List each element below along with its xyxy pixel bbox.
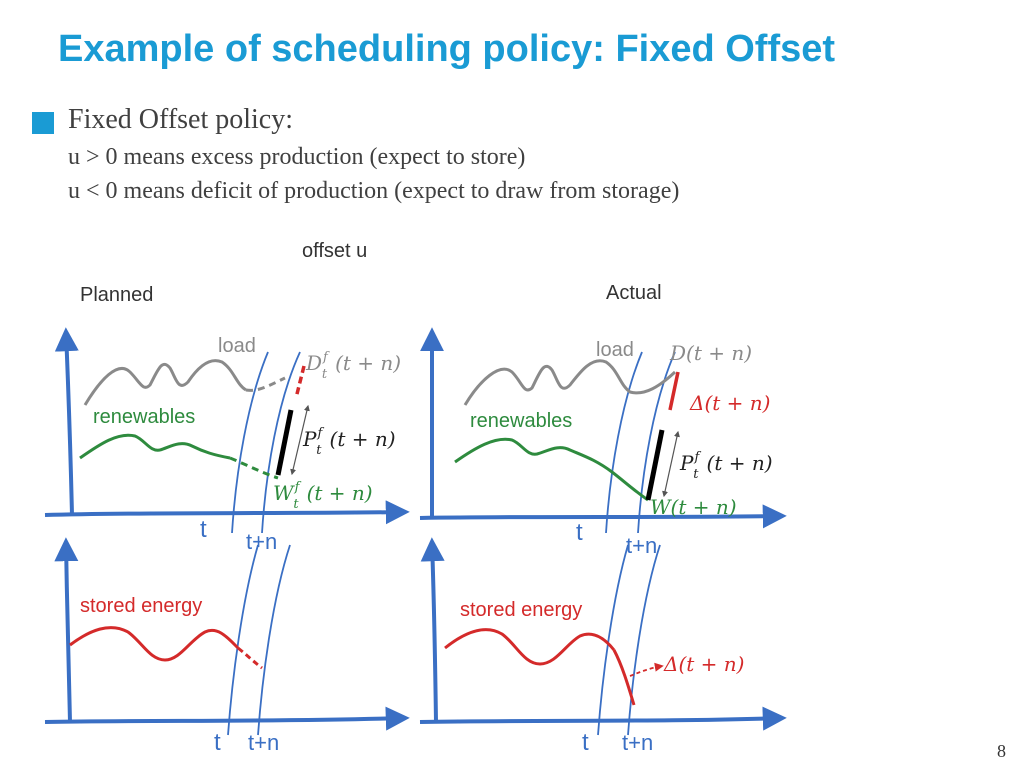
- planned-bottom-panel: [44, 537, 410, 736]
- planned-power-arrow: [290, 404, 310, 476]
- actual-top-t-line: [605, 351, 643, 534]
- bullet-heading: Fixed Offset policy:: [68, 104, 294, 135]
- planned-load-curve: [83, 359, 247, 406]
- actual-wind-label: W(t + n): [650, 495, 737, 519]
- planned-renewables-forecast: [229, 456, 279, 480]
- actual-bottom-tn-label: t+n: [622, 730, 653, 755]
- planned-heading: Planned: [80, 284, 154, 306]
- planned-top-t-label: t: [200, 516, 207, 543]
- planned-renewables-curve: [79, 433, 231, 460]
- negative-offset-line: u < 0 means deficit of production (expec…: [68, 178, 680, 204]
- actual-delta-top-label: Δ(t + n): [689, 391, 770, 415]
- actual-bottom-t-label: t: [582, 729, 589, 756]
- actual-stored-drop: [612, 649, 636, 706]
- planned-top-tn-line: [261, 351, 301, 534]
- actual-heading: Actual: [606, 282, 662, 304]
- actual-top-panel: [419, 327, 787, 534]
- actual-renewables-label: renewables: [470, 410, 572, 432]
- actual-demand-label: D(t + n): [669, 341, 752, 365]
- actual-bottom-t-line: [597, 544, 629, 736]
- actual-renewables-curve: [454, 437, 649, 502]
- planned-top-x-axis: [44, 500, 410, 525]
- planned-renewables-label: renewables: [93, 406, 195, 428]
- planned-power-bar: [275, 409, 294, 476]
- planned-top-panel: [44, 327, 410, 534]
- actual-bottom-x-axis: [419, 706, 787, 731]
- actual-power-label: Pf t (t + n): [679, 450, 773, 482]
- actual-top-x-axis: [419, 504, 787, 529]
- bullet-square-icon: [32, 112, 54, 134]
- actual-top-tn-line: [637, 351, 676, 534]
- planned-power-label: Pf t (t + n): [302, 426, 396, 458]
- actual-load-label: load: [596, 339, 634, 361]
- offset-label: offset u: [302, 240, 368, 262]
- actual-stored-label: stored energy: [460, 599, 582, 621]
- planned-bottom-tn-line: [257, 544, 291, 736]
- planned-bottom-y-axis: [54, 537, 79, 723]
- planned-demand-segment: [294, 365, 306, 399]
- planned-stored-label: stored energy: [80, 595, 202, 617]
- planned-demand-label: Df t (t + n): [305, 350, 401, 382]
- planned-wind-label: Wf t (t + n): [273, 480, 373, 512]
- actual-load-curve: [463, 359, 677, 406]
- positive-offset-line: u > 0 means excess production (expect to…: [68, 144, 526, 170]
- slide-title: Example of scheduling policy: Fixed Offs…: [58, 28, 836, 70]
- actual-stored-curve: [444, 628, 616, 666]
- actual-bottom-panel: [419, 537, 787, 736]
- planned-top-tn-label: t+n: [246, 529, 277, 554]
- actual-top-tn-label: t+n: [626, 533, 657, 558]
- planned-bottom-x-axis: [44, 706, 410, 731]
- planned-bottom-tn-label: t+n: [248, 730, 279, 755]
- actual-delta-bottom-label: Δ(t + n): [663, 652, 744, 676]
- planned-bottom-t-label: t: [214, 729, 221, 756]
- page-number: 8: [997, 741, 1006, 761]
- planned-stored-forecast: [237, 646, 263, 670]
- planned-stored-curve: [69, 626, 240, 662]
- planned-load-forecast: [245, 376, 286, 392]
- actual-top-t-label: t: [576, 519, 583, 546]
- planned-bottom-t-line: [227, 544, 259, 736]
- actual-power-arrow: [662, 430, 680, 498]
- planned-top-y-axis: [54, 327, 79, 516]
- planned-load-label: load: [218, 335, 256, 357]
- actual-delta-arrow: [629, 662, 664, 677]
- actual-bottom-y-axis: [420, 537, 445, 723]
- actual-power-bar: [645, 429, 665, 501]
- planned-top-t-line: [231, 351, 269, 534]
- actual-bottom-tn-line: [627, 544, 661, 736]
- actual-delta-segment: [668, 371, 680, 411]
